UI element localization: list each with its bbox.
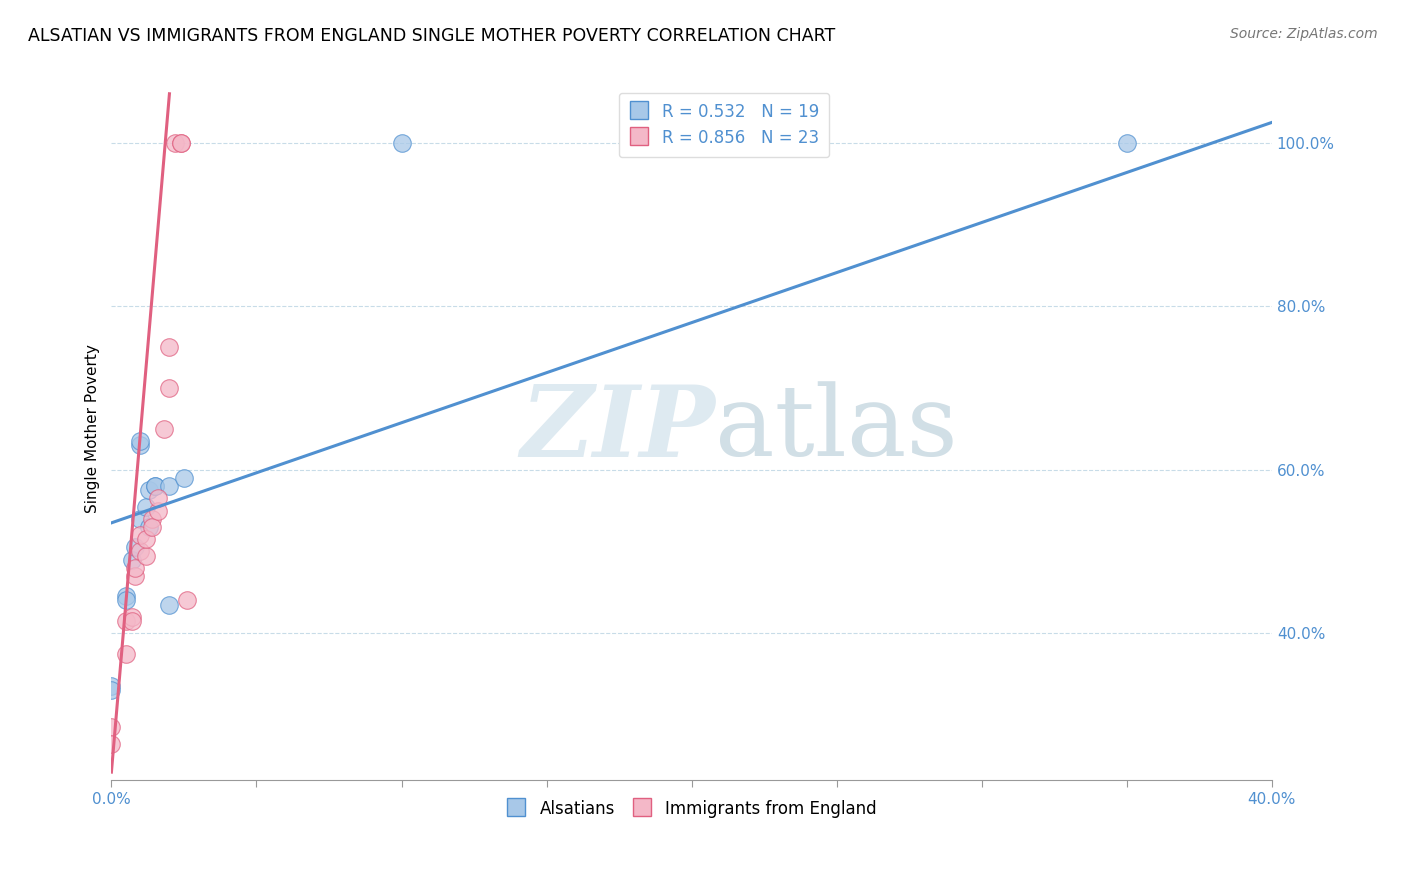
Text: ALSATIAN VS IMMIGRANTS FROM ENGLAND SINGLE MOTHER POVERTY CORRELATION CHART: ALSATIAN VS IMMIGRANTS FROM ENGLAND SING… [28,27,835,45]
Point [100,720,122,734]
Point [100,679,122,693]
Point [1115,136,1137,150]
Point [124,561,146,575]
Point [176,593,198,607]
Point [115,647,138,661]
Point [100,737,122,751]
Point [129,438,152,452]
Y-axis label: Single Mother Poverty: Single Mother Poverty [86,344,100,513]
Point [170,136,193,150]
Point [173,471,195,485]
Text: atlas: atlas [714,381,957,476]
Point [115,590,138,604]
Point [100,683,122,698]
Text: ZIP: ZIP [520,381,714,477]
Point [121,614,143,628]
Point [115,593,138,607]
Point [143,479,166,493]
Point [135,500,157,514]
Point [146,491,169,506]
Point [159,340,181,354]
Point [124,569,146,583]
Point [159,381,181,395]
Point [170,136,193,150]
Point [141,520,163,534]
Point [135,532,157,546]
Point [135,549,157,563]
Point [159,479,181,493]
Point [124,541,146,555]
Point [129,528,152,542]
Point [152,422,174,436]
Text: Source: ZipAtlas.com: Source: ZipAtlas.com [1230,27,1378,41]
Point [159,598,181,612]
Point [129,434,152,449]
Point [391,136,413,150]
Point [143,479,166,493]
Point [138,520,160,534]
Point [129,544,152,558]
Point [129,512,152,526]
Point [121,610,143,624]
Point [138,483,160,498]
Legend: Alsatians, Immigrants from England: Alsatians, Immigrants from England [499,793,883,825]
Point [141,512,163,526]
Point [115,614,138,628]
Point [121,552,143,566]
Point [165,136,187,150]
Point [146,503,169,517]
